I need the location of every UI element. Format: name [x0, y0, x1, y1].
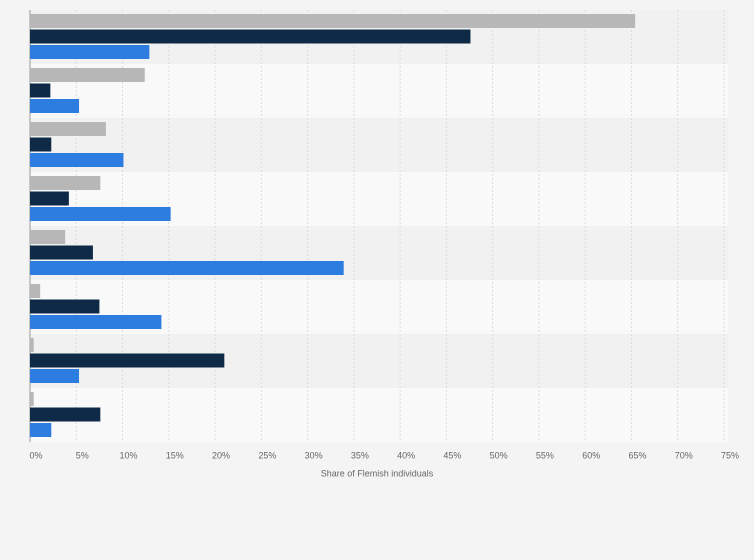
x-tick-label: 70% — [675, 450, 693, 460]
bar — [30, 369, 80, 383]
bar — [30, 261, 344, 275]
x-tick-label: 5% — [76, 450, 89, 460]
x-tick-label: 20% — [212, 450, 230, 460]
band-background — [30, 388, 728, 442]
x-tick-label: 25% — [258, 450, 276, 460]
bar — [30, 338, 34, 352]
bar — [30, 207, 171, 221]
bar — [30, 137, 52, 152]
band-background — [30, 118, 728, 172]
x-tick-label: 60% — [582, 450, 600, 460]
bar — [30, 153, 124, 167]
x-tick-label: 75% — [721, 450, 739, 460]
bar — [30, 83, 51, 98]
bar — [30, 29, 471, 44]
bar — [30, 299, 100, 314]
x-tick-label: 65% — [628, 450, 646, 460]
bar — [30, 45, 150, 59]
x-tick-label: 50% — [490, 450, 508, 460]
bar — [30, 14, 636, 28]
x-tick-label: 30% — [305, 450, 323, 460]
bar — [30, 423, 52, 437]
bar — [30, 230, 66, 244]
x-tick-label: 35% — [351, 450, 369, 460]
band-background — [30, 64, 728, 118]
bar — [30, 407, 101, 422]
x-tick-label: 45% — [443, 450, 461, 460]
x-tick-label: 10% — [120, 450, 138, 460]
bar — [30, 353, 225, 368]
x-tick-label: 55% — [536, 450, 554, 460]
bar — [30, 392, 34, 406]
x-tick-label: 15% — [166, 450, 184, 460]
bar — [30, 191, 69, 206]
bar — [30, 68, 145, 82]
bar — [30, 122, 106, 136]
bar — [30, 284, 41, 298]
bar — [30, 176, 101, 190]
x-tick-label: 0% — [29, 450, 42, 460]
bar — [30, 315, 162, 329]
x-tick-label: 40% — [397, 450, 415, 460]
x-axis-label: Share of Flemish individuals — [321, 468, 434, 478]
bar — [30, 245, 93, 260]
bar — [30, 99, 80, 113]
